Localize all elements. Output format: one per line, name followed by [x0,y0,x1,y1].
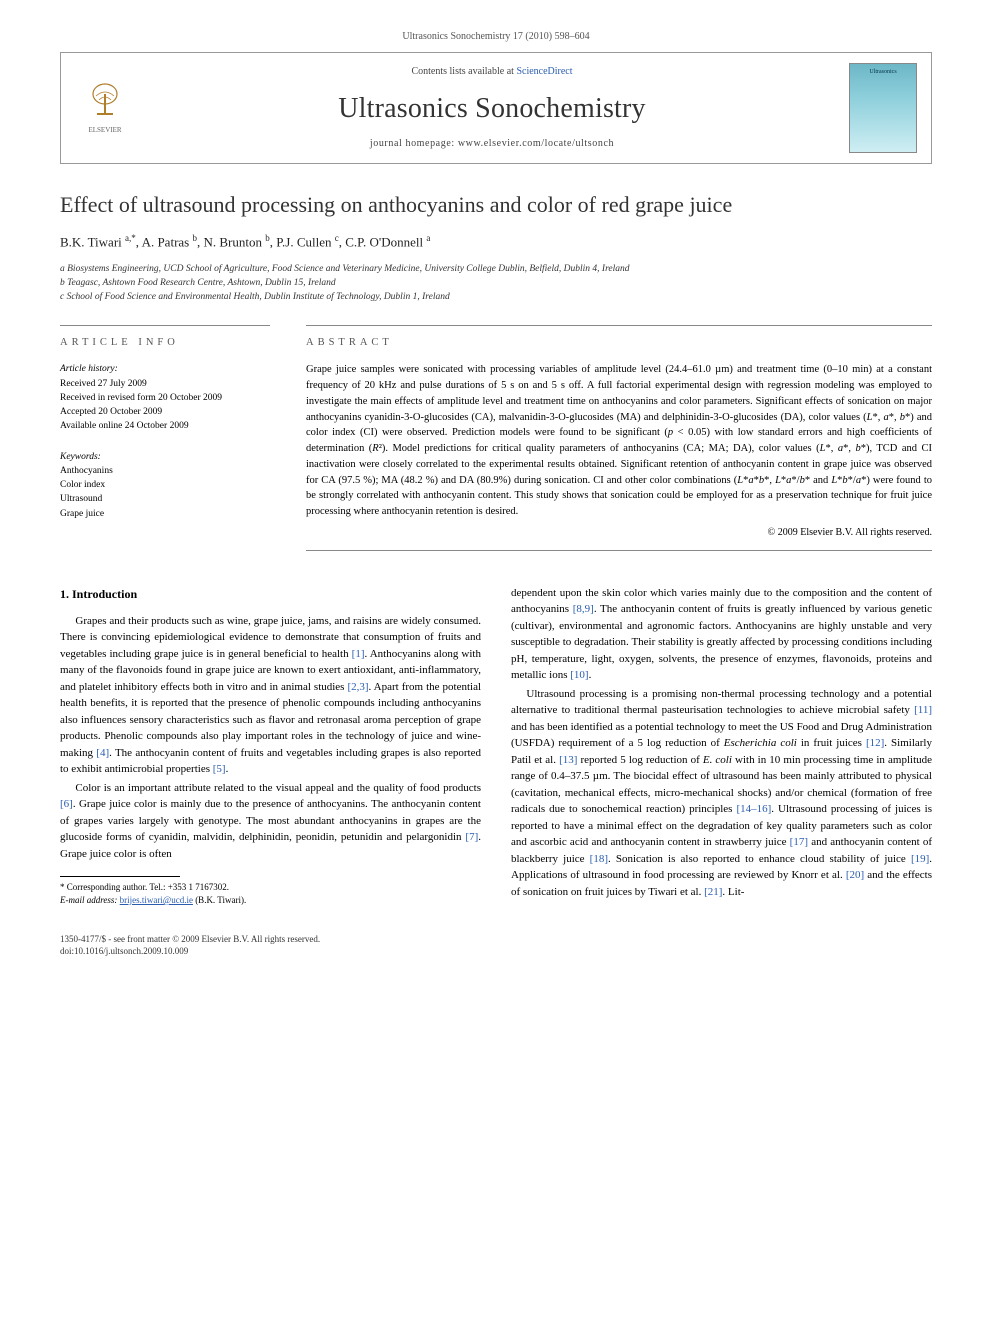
footnotes: * Corresponding author. Tel.: +353 1 716… [60,881,481,906]
abstract-text: Grape juice samples were sonicated with … [306,362,932,520]
affiliation-c: c School of Food Science and Environment… [60,290,932,304]
history-received: Received 27 July 2009 [60,377,270,391]
author-list: B.K. Tiwari a,*, A. Patras b, N. Brunton… [60,232,932,252]
footer-left: 1350-4177/$ - see front matter © 2009 El… [60,933,320,958]
journal-name: Ultrasonics Sonochemistry [149,89,835,128]
keyword-item: Grape juice [60,507,270,521]
affiliations: a Biosystems Engineering, UCD School of … [60,262,932,305]
contents-lists-line: Contents lists available at ScienceDirec… [149,65,835,79]
journal-homepage-url[interactable]: www.elsevier.com/locate/ultsonch [458,138,614,149]
cover-thumb-label: Ultrasonics [869,68,896,76]
affiliation-b: b Teagasc, Ashtown Food Research Centre,… [60,276,932,290]
page-footer: 1350-4177/$ - see front matter © 2009 El… [60,933,932,958]
keyword-item: Anthocyanins [60,464,270,478]
history-revised: Received in revised form 20 October 2009 [60,391,270,405]
masthead-center: Contents lists available at ScienceDirec… [149,65,835,150]
keywords-label: Keywords: [60,450,270,464]
article-info-heading: article info [60,336,270,351]
abstract-copyright: © 2009 Elsevier B.V. All rights reserved… [306,526,932,540]
email-attribution: (B.K. Tiwari). [195,895,246,905]
footnote-separator [60,876,180,877]
article-title: Effect of ultrasound processing on antho… [60,192,932,218]
body-paragraph: Ultrasound processing is a promising non… [511,686,932,901]
corresponding-email-link[interactable]: brijes.tiwari@ucd.ie [120,895,193,905]
running-header: Ultrasonics Sonochemistry 17 (2010) 598–… [60,30,932,44]
abstract-block: abstract Grape juice samples were sonica… [306,325,932,551]
article-history: Article history: Received 27 July 2009 R… [60,362,270,433]
front-matter-line: 1350-4177/$ - see front matter © 2009 El… [60,933,320,946]
affiliation-a: a Biosystems Engineering, UCD School of … [60,262,932,276]
body-two-columns: 1. Introduction Grapes and their product… [60,585,932,907]
abstract-bottom-rule [306,550,932,551]
article-meta-row: article info Article history: Received 2… [60,325,932,551]
body-paragraph: dependent upon the skin color which vari… [511,585,932,684]
history-accepted: Accepted 20 October 2009 [60,405,270,419]
history-online: Available online 24 October 2009 [60,419,270,433]
keywords-block: Keywords: Anthocyanins Color index Ultra… [60,450,270,521]
corresponding-email-line: E-mail address: brijes.tiwari@ucd.ie (B.… [60,894,481,907]
corresponding-author-note: * Corresponding author. Tel.: +353 1 716… [60,881,481,894]
body-paragraph: Color is an important attribute related … [60,780,481,863]
elsevier-tree-icon [82,80,128,126]
journal-homepage-line: journal homepage: www.elsevier.com/locat… [149,137,835,151]
section-heading-introduction: 1. Introduction [60,585,481,603]
elsevier-logo: ELSEVIER [75,73,135,143]
email-label: E-mail address: [60,895,117,905]
doi-line: doi:10.1016/j.ultsonch.2009.10.009 [60,945,320,958]
journal-masthead: ELSEVIER Contents lists available at Sci… [60,52,932,164]
contents-prefix: Contents lists available at [411,66,516,77]
homepage-prefix: journal homepage: [370,138,458,149]
history-label: Article history: [60,362,270,376]
article-info-block: article info Article history: Received 2… [60,325,270,551]
keyword-item: Ultrasound [60,492,270,506]
sciencedirect-link[interactable]: ScienceDirect [516,66,572,77]
journal-cover-thumb: Ultrasonics [849,63,917,153]
keyword-item: Color index [60,478,270,492]
body-paragraph: Grapes and their products such as wine, … [60,613,481,778]
elsevier-logo-label: ELSEVIER [88,126,121,136]
abstract-heading: abstract [306,336,932,351]
